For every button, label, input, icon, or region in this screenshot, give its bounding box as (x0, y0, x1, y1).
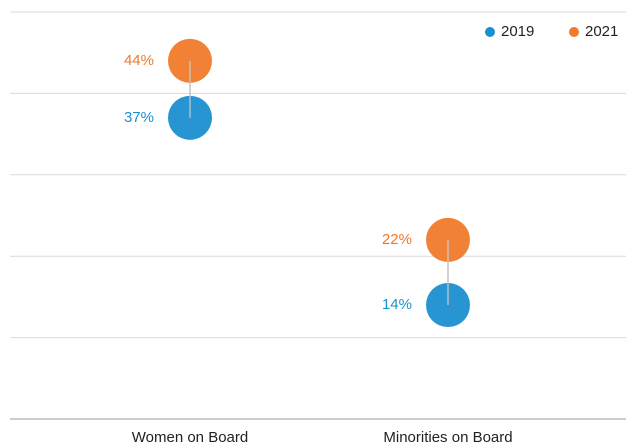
x-tick-label: Minorities on Board (383, 429, 512, 446)
data-label: 37% (124, 109, 154, 126)
dot (426, 217, 470, 262)
data-label: 14% (382, 296, 412, 313)
x-tick-label: Women on Board (132, 429, 248, 446)
dot (168, 38, 212, 83)
legend-marker (569, 27, 579, 37)
legend-label: 2021 (585, 23, 618, 40)
legend-label: 2019 (501, 23, 534, 40)
data-label: 22% (382, 231, 412, 248)
legend-marker (485, 27, 495, 37)
dot (168, 95, 212, 140)
data-label: 44% (124, 52, 154, 69)
